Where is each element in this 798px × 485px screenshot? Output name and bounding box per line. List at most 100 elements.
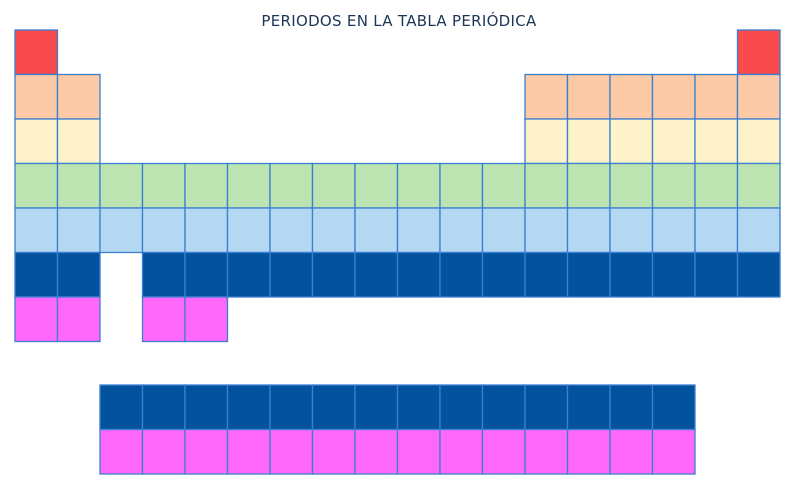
element-cell-periodo-2-grupo-14 <box>566 73 611 120</box>
element-cell-periodo-5-grupo-9 <box>354 207 399 254</box>
series-cell-periodo-7-14 <box>651 428 696 475</box>
element-cell-periodo-4-grupo-5 <box>184 162 229 209</box>
series-cell-periodo-7-3 <box>184 428 229 475</box>
element-cell-periodo-5-grupo-6 <box>226 207 271 254</box>
element-cell-periodo-5-grupo-14 <box>566 207 611 254</box>
element-cell-periodo-5-grupo-15 <box>609 207 654 254</box>
element-cell-periodo-6-grupo-7 <box>269 251 314 298</box>
element-cell-periodo-6-grupo-1 <box>14 251 59 298</box>
element-cell-periodo-6-grupo-17 <box>694 251 739 298</box>
element-cell-periodo-5-grupo-1 <box>14 207 59 254</box>
series-cell-periodo-6-10 <box>481 384 526 431</box>
element-cell-periodo-4-grupo-15 <box>609 162 654 209</box>
element-cell-periodo-5-grupo-13 <box>524 207 569 254</box>
series-cell-periodo-6-6 <box>311 384 356 431</box>
element-cell-periodo-4-grupo-10 <box>396 162 441 209</box>
element-cell-periodo-4-grupo-2 <box>56 162 101 209</box>
series-cell-periodo-6-5 <box>269 384 314 431</box>
element-cell-periodo-6-grupo-15 <box>609 251 654 298</box>
element-cell-periodo-5-grupo-12 <box>481 207 526 254</box>
element-cell-periodo-4-grupo-14 <box>566 162 611 209</box>
series-cell-periodo-6-2 <box>141 384 186 431</box>
element-cell-periodo-5-grupo-10 <box>396 207 441 254</box>
element-cell-periodo-4-grupo-11 <box>439 162 484 209</box>
element-cell-periodo-2-grupo-13 <box>524 73 569 120</box>
element-cell-periodo-6-grupo-12 <box>481 251 526 298</box>
element-cell-periodo-6-grupo-10 <box>396 251 441 298</box>
element-cell-periodo-4-grupo-4 <box>141 162 186 209</box>
f-block-series <box>99 384 696 475</box>
series-cell-periodo-7-7 <box>354 428 399 475</box>
element-cell-periodo-4-grupo-1 <box>14 162 59 209</box>
element-cell-periodo-2-grupo-16 <box>651 73 696 120</box>
element-cell-periodo-2-grupo-15 <box>609 73 654 120</box>
element-cell-periodo-4-grupo-7 <box>269 162 314 209</box>
element-cell-periodo-6-grupo-5 <box>184 251 229 298</box>
series-cell-periodo-7-6 <box>311 428 356 475</box>
element-cell-periodo-2-grupo-17 <box>694 73 739 120</box>
series-cell-periodo-6-11 <box>524 384 569 431</box>
series-cell-periodo-7-11 <box>524 428 569 475</box>
element-cell-periodo-5-grupo-5 <box>184 207 229 254</box>
series-cell-periodo-6-8 <box>396 384 441 431</box>
element-cell-periodo-5-grupo-18 <box>736 207 781 254</box>
element-cell-periodo-4-grupo-17 <box>694 162 739 209</box>
element-cell-periodo-4-grupo-6 <box>226 162 271 209</box>
series-cell-periodo-7-12 <box>566 428 611 475</box>
element-cell-periodo-4-grupo-12 <box>481 162 526 209</box>
element-cell-periodo-6-grupo-4 <box>141 251 186 298</box>
element-cell-periodo-2-grupo-18 <box>736 73 781 120</box>
series-cell-periodo-7-13 <box>609 428 654 475</box>
element-cell-periodo-7-grupo-5 <box>184 296 229 343</box>
element-cell-periodo-7-grupo-1 <box>14 296 59 343</box>
element-cell-periodo-5-grupo-2 <box>56 207 101 254</box>
element-cell-periodo-4-grupo-8 <box>311 162 356 209</box>
series-cell-periodo-7-1 <box>99 428 144 475</box>
element-cell-periodo-3-grupo-1 <box>14 118 59 165</box>
element-cell-periodo-7-grupo-4 <box>141 296 186 343</box>
element-cell-periodo-6-grupo-6 <box>226 251 271 298</box>
element-cell-periodo-5-grupo-16 <box>651 207 696 254</box>
element-cell-periodo-4-grupo-18 <box>736 162 781 209</box>
element-cell-periodo-2-grupo-1 <box>14 73 59 120</box>
element-cell-periodo-5-grupo-3 <box>99 207 144 254</box>
element-cell-periodo-3-grupo-15 <box>609 118 654 165</box>
element-cell-periodo-3-grupo-18 <box>736 118 781 165</box>
series-cell-periodo-7-2 <box>141 428 186 475</box>
element-cell-periodo-6-grupo-16 <box>651 251 696 298</box>
element-cell-periodo-4-grupo-9 <box>354 162 399 209</box>
series-cell-periodo-6-7 <box>354 384 399 431</box>
element-cell-periodo-2-grupo-2 <box>56 73 101 120</box>
series-cell-periodo-7-5 <box>269 428 314 475</box>
element-cell-periodo-4-grupo-16 <box>651 162 696 209</box>
element-cell-periodo-5-grupo-4 <box>141 207 186 254</box>
element-cell-periodo-6-grupo-11 <box>439 251 484 298</box>
element-cell-periodo-5-grupo-11 <box>439 207 484 254</box>
element-cell-periodo-3-grupo-14 <box>566 118 611 165</box>
element-cell-periodo-4-grupo-3 <box>99 162 144 209</box>
element-cell-periodo-1-grupo-18 <box>736 29 781 76</box>
element-cell-periodo-3-grupo-2 <box>56 118 101 165</box>
element-cell-periodo-3-grupo-13 <box>524 118 569 165</box>
element-cell-periodo-3-grupo-17 <box>694 118 739 165</box>
element-cell-periodo-6-grupo-14 <box>566 251 611 298</box>
series-cell-periodo-7-10 <box>481 428 526 475</box>
series-cell-periodo-7-8 <box>396 428 441 475</box>
element-cell-periodo-5-grupo-8 <box>311 207 356 254</box>
series-cell-periodo-7-9 <box>439 428 484 475</box>
series-cell-periodo-6-14 <box>651 384 696 431</box>
series-cell-periodo-6-4 <box>226 384 271 431</box>
element-cell-periodo-4-grupo-13 <box>524 162 569 209</box>
element-cell-periodo-6-grupo-18 <box>736 251 781 298</box>
element-cell-periodo-6-grupo-2 <box>56 251 101 298</box>
series-cell-periodo-6-9 <box>439 384 484 431</box>
series-cell-periodo-6-1 <box>99 384 144 431</box>
series-cell-periodo-6-13 <box>609 384 654 431</box>
element-cell-periodo-7-grupo-2 <box>56 296 101 343</box>
series-cell-periodo-6-12 <box>566 384 611 431</box>
diagram-title: PERIODOS EN LA TABLA PERIÓDICA <box>261 12 537 30</box>
element-cell-periodo-6-grupo-9 <box>354 251 399 298</box>
element-cell-periodo-6-grupo-8 <box>311 251 356 298</box>
element-cell-periodo-5-grupo-7 <box>269 207 314 254</box>
